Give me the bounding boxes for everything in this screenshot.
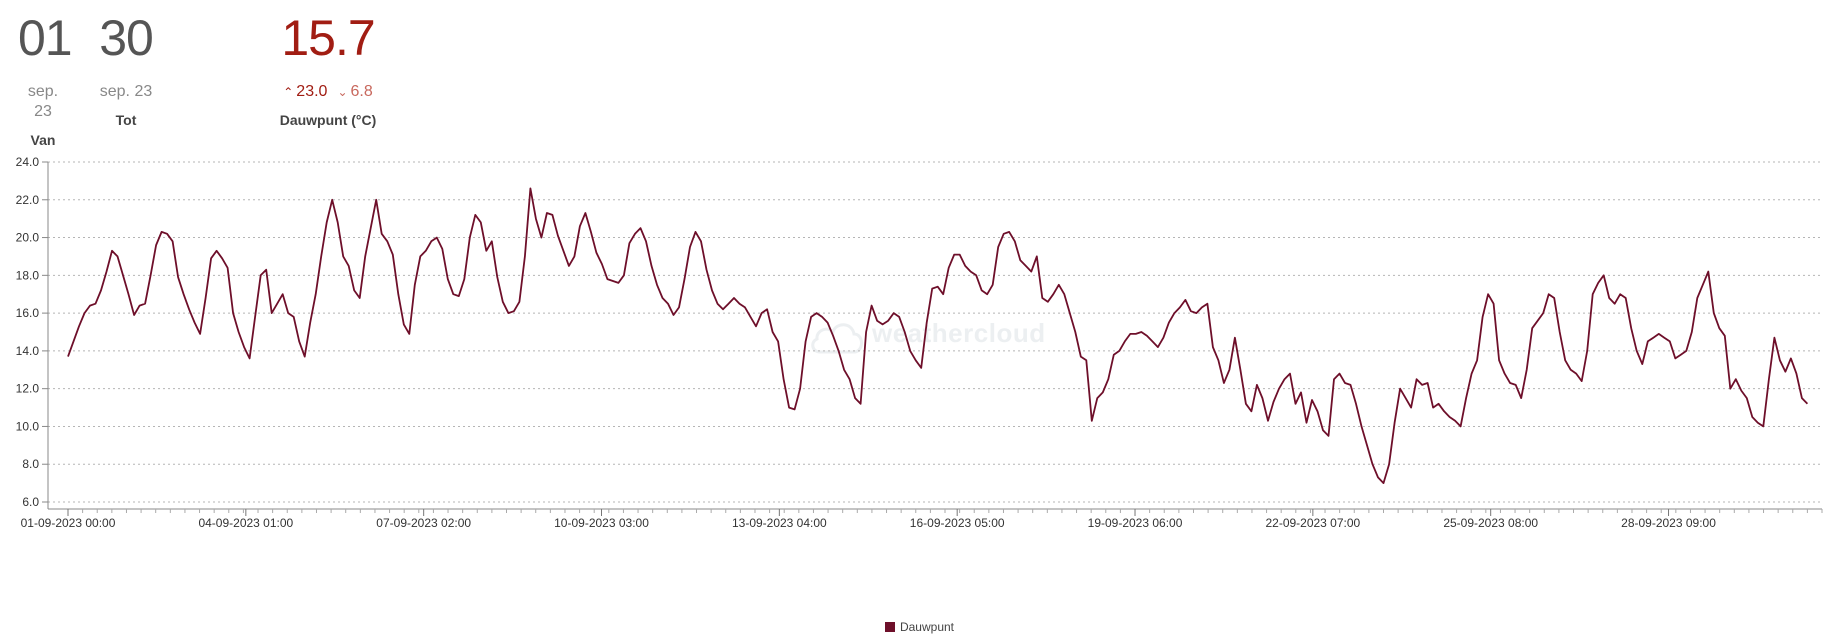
min-value-group: ⌄ 6.8 xyxy=(337,83,372,100)
y-tick-label: 12.0 xyxy=(16,382,40,396)
y-tick-label: 10.0 xyxy=(16,419,40,433)
date-from[interactable]: 01 sep. 23 Van xyxy=(18,8,73,149)
date-to-label: Tot xyxy=(115,112,137,128)
cloud-icon xyxy=(811,323,863,354)
current-value: 15.7 xyxy=(281,10,375,66)
min-value: 6.8 xyxy=(350,83,373,100)
y-tick-label: 8.0 xyxy=(22,457,39,471)
x-tick-label: 25-09-2023 08:00 xyxy=(1443,516,1538,530)
x-tick-label: 19-09-2023 06:00 xyxy=(1088,516,1183,530)
date-to-month: sep. 23 xyxy=(99,83,153,100)
dewpoint-chart: 6.0 8.0 10.0 12.0 14.0 16.0 18.0 20.0 22.0 24.0 01… xyxy=(16,155,1823,530)
date-to-day: 30 xyxy=(99,10,154,66)
x-tick-label: 01-09-2023 00:00 xyxy=(21,516,116,530)
y-tick-label: 6.0 xyxy=(22,495,39,509)
dewpoint-summary: 15.7 ⌃ 23.0 ⌄ 6.8 Dauwpunt (°C) xyxy=(278,8,378,129)
chart-legend[interactable]: Dauwpunt xyxy=(0,620,1839,634)
x-tick-label: 28-09-2023 09:00 xyxy=(1621,516,1716,530)
x-tick-label: 13-09-2023 04:00 xyxy=(732,516,827,530)
legend-swatch xyxy=(884,622,895,632)
date-from-day: 01 xyxy=(18,10,73,66)
date-to[interactable]: 30 sep. 23 Tot xyxy=(98,8,154,129)
x-tick-label: 10-09-2023 03:00 xyxy=(554,516,649,530)
y-tick-label: 22.0 xyxy=(16,193,40,207)
x-tick-label: 04-09-2023 01:00 xyxy=(198,516,293,530)
date-from-label: Van xyxy=(30,132,56,148)
chevron-up-icon: ⌃ xyxy=(283,85,294,99)
x-tick-label: 22-09-2023 07:00 xyxy=(1265,516,1360,530)
min-max: ⌃ 23.0 ⌄ 6.8 xyxy=(278,82,378,102)
y-tick-label: 16.0 xyxy=(16,306,40,320)
metric-label: Dauwpunt (°C) xyxy=(279,112,377,128)
y-tick-label: 20.0 xyxy=(16,231,40,245)
date-from-month: sep. 23 xyxy=(27,83,59,120)
legend-label: Dauwpunt xyxy=(899,620,955,634)
series-line-dauwpunt xyxy=(67,187,1809,485)
y-tick-label: 24.0 xyxy=(16,155,40,169)
y-tick-label: 18.0 xyxy=(16,268,40,282)
y-tick-label: 14.0 xyxy=(16,344,40,358)
x-tick-label: 07-09-2023 02:00 xyxy=(376,516,471,530)
x-tick-label: 16-09-2023 05:00 xyxy=(910,516,1005,530)
max-value-group: ⌃ 23.0 xyxy=(283,83,327,100)
chevron-down-icon: ⌄ xyxy=(337,85,348,99)
max-value: 23.0 xyxy=(296,83,328,100)
